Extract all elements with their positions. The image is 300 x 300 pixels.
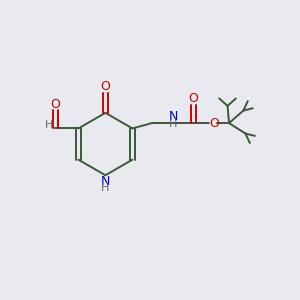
Text: H: H: [169, 119, 177, 129]
Text: O: O: [188, 92, 198, 105]
Text: H: H: [44, 120, 53, 130]
Text: O: O: [209, 117, 219, 130]
Text: N: N: [101, 175, 110, 188]
Text: H: H: [101, 183, 110, 193]
Text: O: O: [100, 80, 110, 93]
Text: O: O: [50, 98, 60, 111]
Text: N: N: [169, 110, 178, 123]
